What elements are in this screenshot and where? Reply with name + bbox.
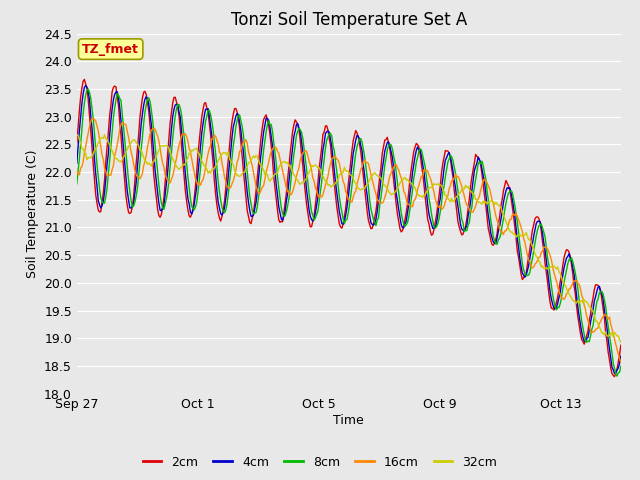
16cm — [573, 277, 580, 283]
2cm — [493, 231, 501, 237]
16cm — [390, 165, 397, 170]
16cm — [504, 222, 512, 228]
16cm — [88, 116, 96, 121]
Text: TZ_fmet: TZ_fmet — [82, 43, 139, 56]
2cm — [504, 183, 512, 189]
4cm — [611, 371, 618, 376]
16cm — [452, 171, 460, 177]
4cm — [82, 83, 90, 88]
Line: 4cm: 4cm — [77, 85, 621, 373]
8cm — [84, 86, 92, 92]
2cm — [617, 342, 625, 348]
32cm — [388, 191, 396, 197]
4cm — [73, 160, 81, 166]
32cm — [492, 200, 500, 205]
32cm — [73, 132, 81, 137]
16cm — [617, 359, 625, 365]
8cm — [573, 277, 580, 283]
Y-axis label: Soil Temperature (C): Soil Temperature (C) — [26, 149, 38, 278]
2cm — [611, 374, 618, 380]
8cm — [390, 153, 397, 159]
32cm — [572, 300, 579, 305]
2cm — [81, 76, 88, 82]
Line: 32cm: 32cm — [77, 134, 621, 342]
Line: 16cm: 16cm — [77, 119, 621, 362]
4cm — [504, 186, 512, 192]
2cm — [390, 178, 397, 183]
Title: Tonzi Soil Temperature Set A: Tonzi Soil Temperature Set A — [230, 11, 467, 29]
Legend: 2cm, 4cm, 8cm, 16cm, 32cm: 2cm, 4cm, 8cm, 16cm, 32cm — [138, 451, 502, 474]
16cm — [116, 127, 124, 132]
4cm — [390, 165, 397, 170]
8cm — [493, 241, 501, 247]
X-axis label: Time: Time — [333, 414, 364, 427]
2cm — [573, 304, 580, 310]
8cm — [504, 191, 512, 196]
4cm — [116, 104, 124, 110]
4cm — [493, 235, 501, 241]
8cm — [613, 373, 621, 379]
Line: 2cm: 2cm — [77, 79, 621, 377]
32cm — [115, 158, 122, 164]
16cm — [493, 218, 501, 224]
2cm — [116, 119, 124, 124]
Line: 8cm: 8cm — [77, 89, 621, 376]
32cm — [451, 198, 458, 204]
4cm — [573, 293, 580, 299]
32cm — [504, 222, 511, 228]
8cm — [617, 364, 625, 370]
2cm — [452, 197, 460, 203]
8cm — [73, 181, 81, 187]
8cm — [452, 170, 460, 176]
2cm — [73, 140, 81, 145]
16cm — [73, 168, 81, 173]
4cm — [452, 184, 460, 190]
8cm — [116, 96, 124, 101]
4cm — [617, 353, 625, 359]
32cm — [617, 339, 625, 345]
